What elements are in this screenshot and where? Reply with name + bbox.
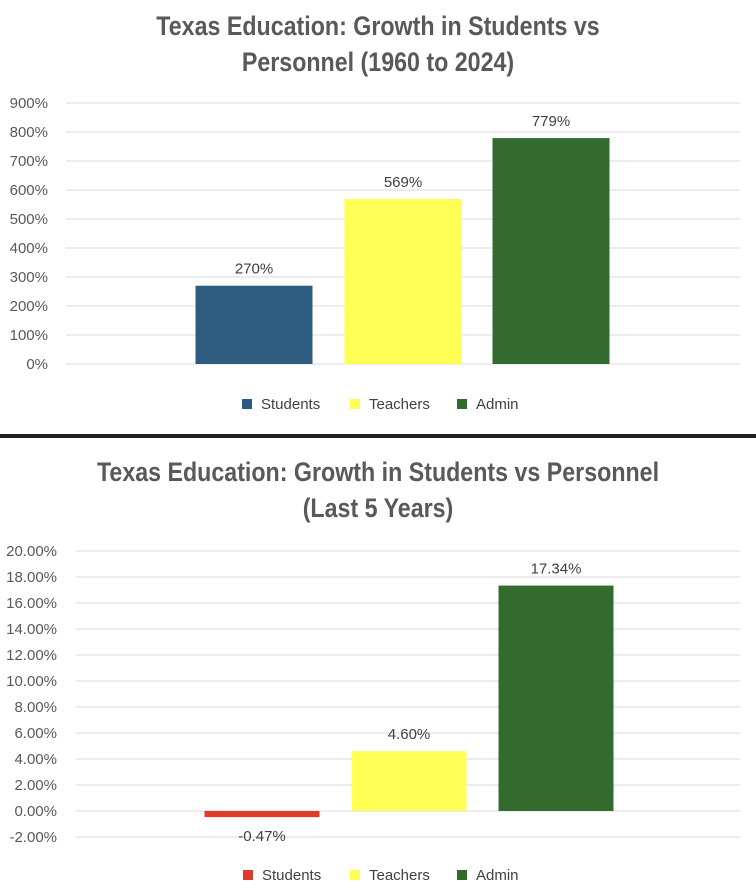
data-label-admin: 17.34%: [531, 561, 582, 578]
bar-students: [195, 285, 313, 364]
bar-teachers: [351, 751, 467, 811]
legend-label-admin: Admin: [476, 867, 519, 884]
y-tick-label: 0.00%: [14, 803, 57, 820]
chart-title: Texas Education: Growth in Students vs P…: [53, 454, 703, 526]
chart-title: Texas Education: Growth in Students vs P…: [53, 8, 703, 80]
y-tick-label: 4.00%: [14, 751, 57, 768]
y-tick-label: 0%: [26, 356, 48, 373]
bar-admin: [498, 585, 614, 811]
legend-swatch-teachers: [350, 870, 360, 880]
chart-title-line-1: Texas Education: Growth in Students vs: [156, 11, 600, 41]
legend-label-students: Students: [262, 867, 321, 884]
y-tick-label: 200%: [10, 298, 48, 315]
y-tick-label: 800%: [10, 124, 48, 141]
y-tick-label: 100%: [10, 327, 48, 344]
y-tick-label: 900%: [10, 95, 48, 112]
data-label-students: -0.47%: [238, 828, 286, 845]
chart-divider: [0, 434, 756, 438]
y-tick-label: 600%: [10, 182, 48, 199]
y-tick-label: 20.00%: [6, 543, 57, 560]
y-tick-label: 300%: [10, 269, 48, 286]
y-tick-label: 16.00%: [6, 595, 57, 612]
y-tick-label: 18.00%: [6, 569, 57, 586]
y-tick-label: 10.00%: [6, 673, 57, 690]
bar-admin: [492, 138, 610, 364]
legend-swatch-teachers: [350, 399, 360, 409]
bar-chart-1960-2024: 900% 800% 700% 600% 500% 400% 300% 200% 100% 0% 27…: [10, 95, 740, 413]
y-tick-label: 6.00%: [14, 725, 57, 742]
data-label-teachers: 4.60%: [388, 726, 431, 743]
y-tick-label: 12.00%: [6, 647, 57, 664]
chart-panel-last-5-years: Texas Education: Growth in Students vs P…: [0, 440, 756, 896]
data-label-admin: 779%: [532, 113, 570, 130]
y-tick-label: 14.00%: [6, 621, 57, 638]
chart-title-line-1: Texas Education: Growth in Students vs P…: [96, 457, 660, 487]
y-tick-label: -2.00%: [9, 829, 57, 846]
legend-label-teachers: Teachers: [369, 396, 430, 413]
legend-label-admin: Admin: [476, 396, 519, 413]
legend-label-teachers: Teachers: [369, 867, 430, 884]
y-tick-label: 400%: [10, 240, 48, 257]
legend-label-students: Students: [261, 396, 320, 413]
bar-chart-last-5-years: 20.00% 18.00% 16.00% 14.00% 12.00% 10.00% 8.00…: [6, 543, 740, 884]
y-tick-label: 500%: [10, 211, 48, 228]
bar-students: [204, 811, 320, 818]
y-tick-label: 8.00%: [14, 699, 57, 716]
legend-swatch-admin: [457, 399, 467, 409]
chart-panel-1960-2024: Texas Education: Growth in Students vs P…: [0, 0, 756, 434]
legend-swatch-students: [243, 870, 253, 880]
legend-swatch-students: [242, 399, 252, 409]
chart-title-line-2: (Last 5 Years): [302, 493, 454, 523]
y-tick-label: 2.00%: [14, 777, 57, 794]
data-label-students: 270%: [235, 261, 273, 278]
bar-teachers: [344, 198, 462, 364]
y-tick-label: 700%: [10, 153, 48, 170]
chart-title-line-2: Personnel (1960 to 2024): [241, 47, 515, 77]
legend-swatch-admin: [457, 870, 467, 880]
data-label-teachers: 569%: [384, 174, 422, 191]
